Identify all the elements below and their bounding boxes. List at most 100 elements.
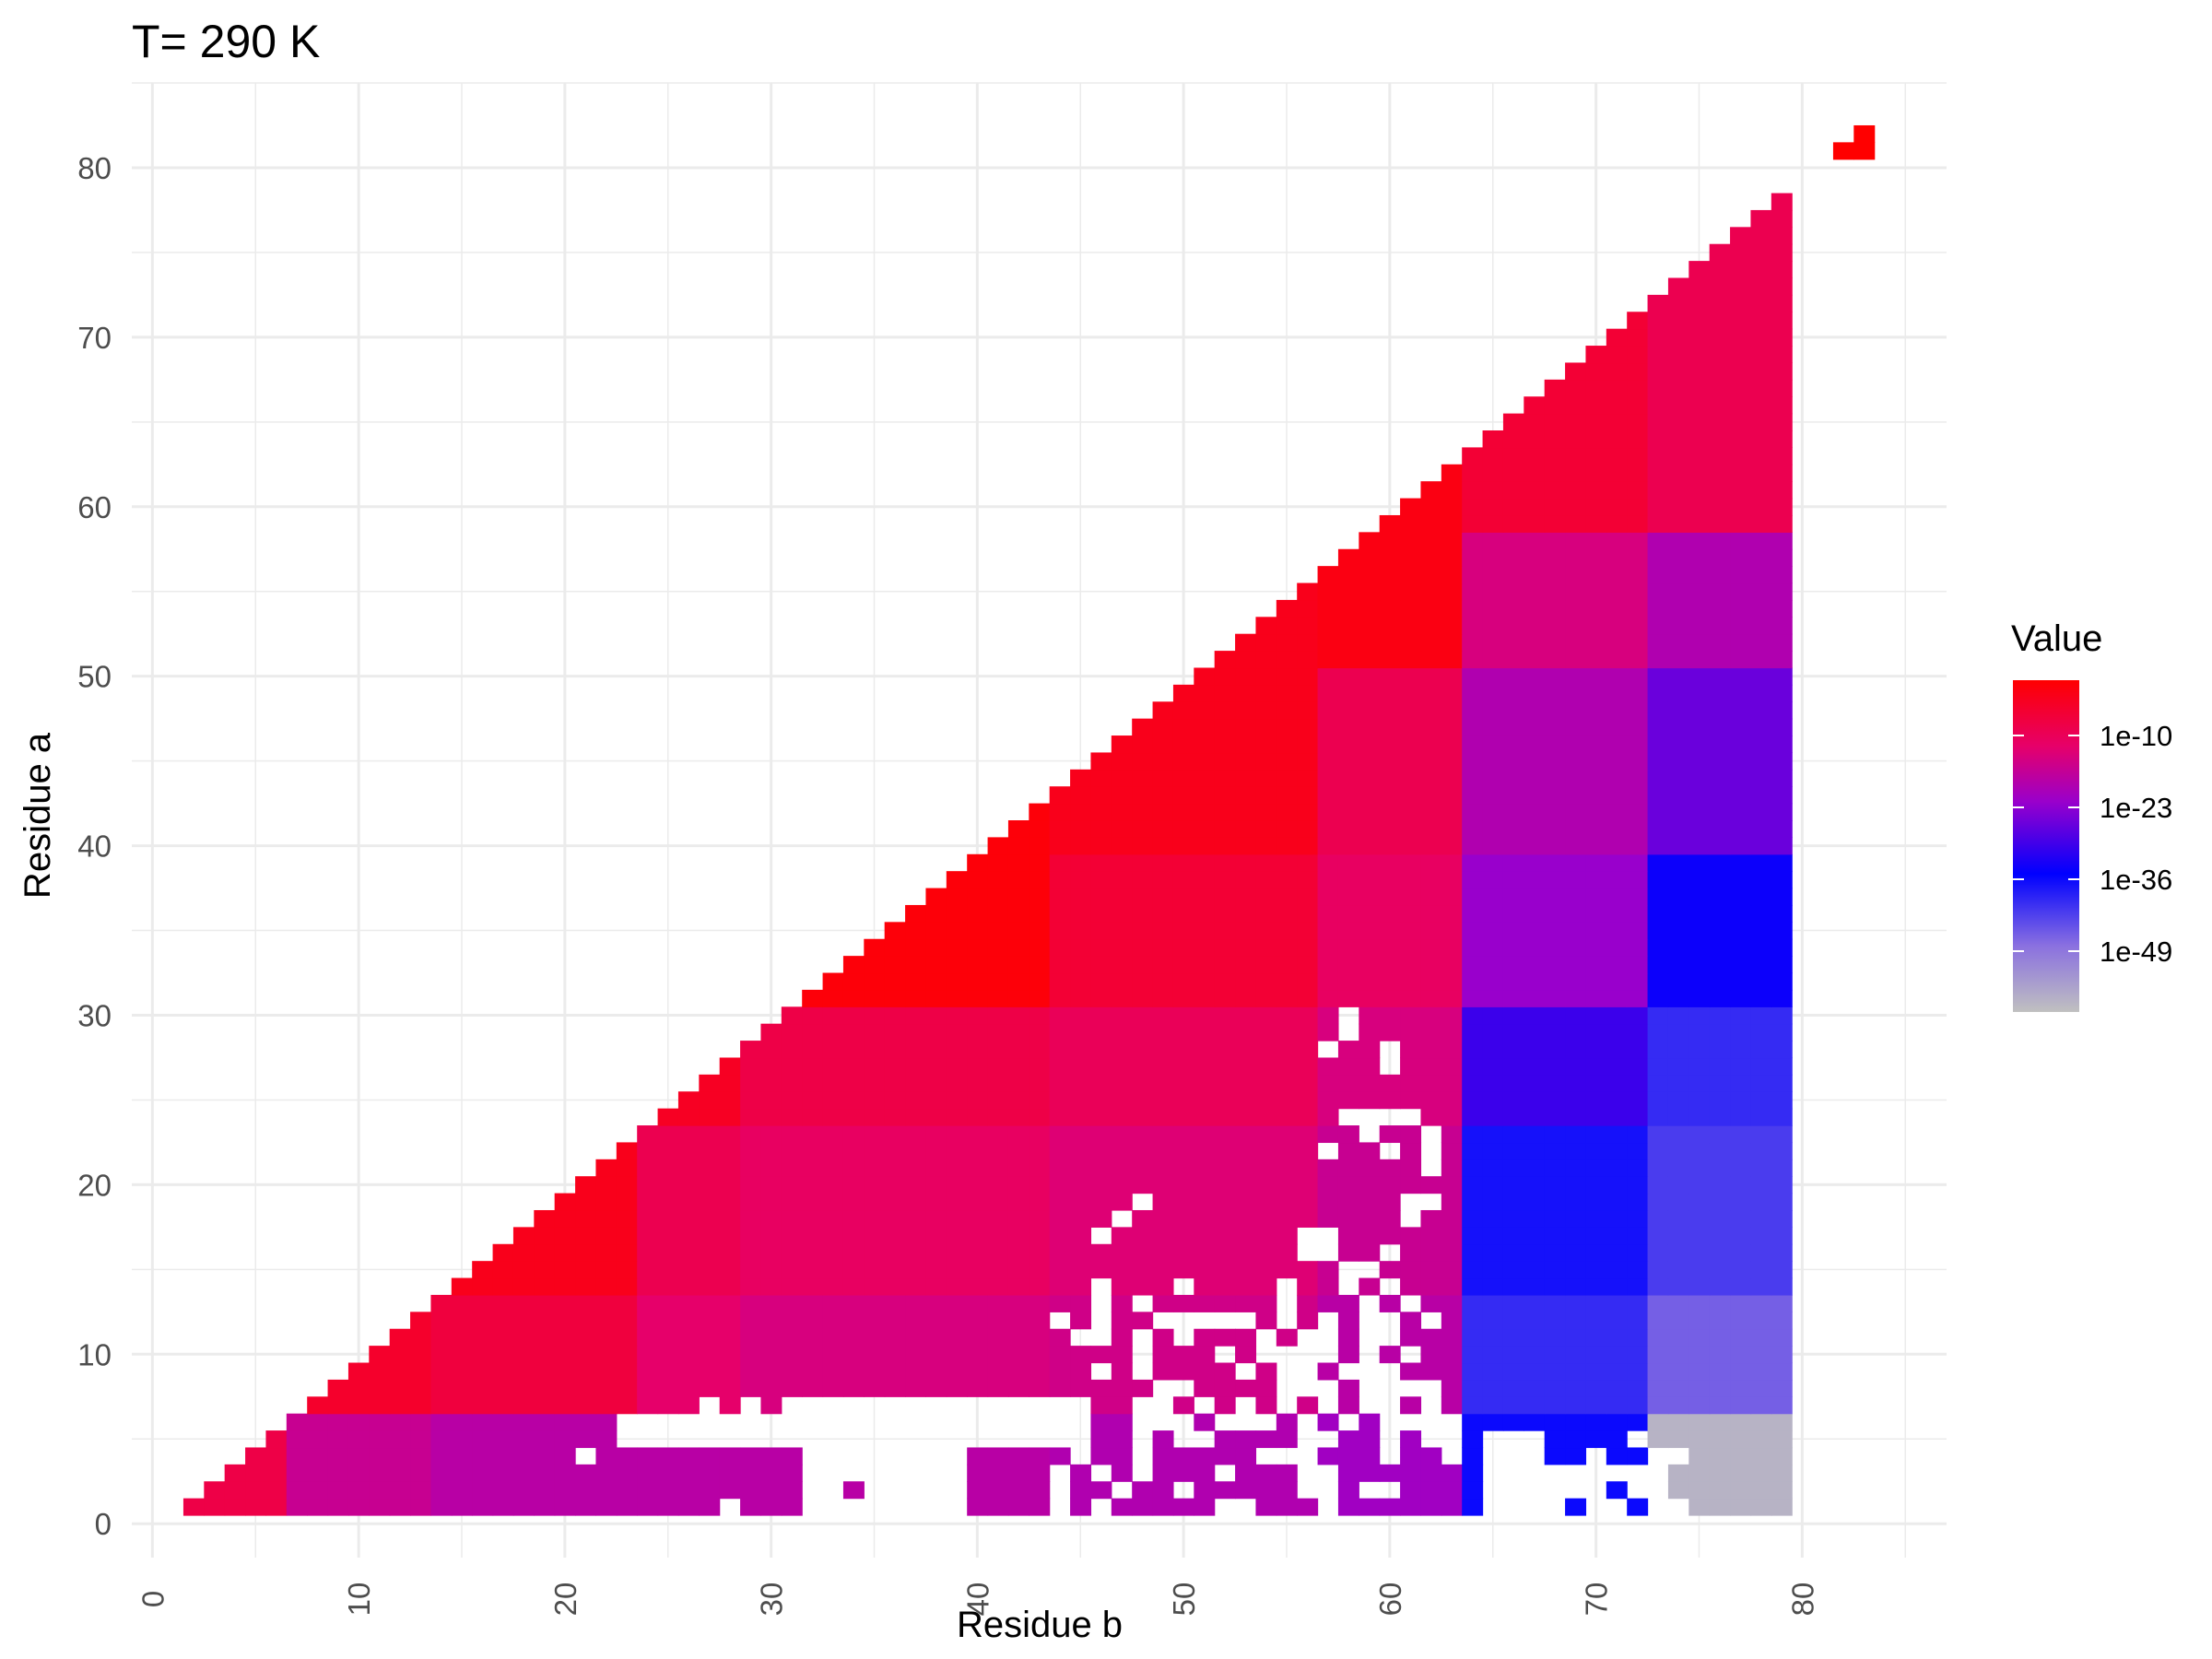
heatmap-cell xyxy=(1337,548,1359,567)
heatmap-cell xyxy=(1688,1312,1711,1330)
heatmap-cell xyxy=(1647,1362,1669,1381)
heatmap-cell xyxy=(1709,888,1731,906)
heatmap-cell xyxy=(1606,1396,1628,1415)
heatmap-cell xyxy=(1502,956,1524,974)
heatmap-cell xyxy=(1627,464,1649,482)
heatmap-cell xyxy=(1627,1261,1649,1279)
heatmap-cell xyxy=(699,1142,721,1160)
heatmap-cell xyxy=(864,989,886,1007)
heatmap-cell xyxy=(946,1108,968,1126)
heatmap-cell xyxy=(1276,1142,1298,1160)
y-tick-label: 60 xyxy=(77,490,112,524)
heatmap-cell xyxy=(1482,617,1504,635)
heatmap-cell xyxy=(1606,871,1628,889)
heatmap-cell xyxy=(1688,1243,1711,1262)
heatmap-cell xyxy=(760,1041,782,1059)
heatmap-cell xyxy=(740,1193,762,1211)
heatmap-cell xyxy=(534,1379,556,1397)
heatmap-cell xyxy=(1462,1193,1484,1211)
heatmap-cell xyxy=(1627,1057,1649,1076)
heatmap-cell xyxy=(925,1362,947,1381)
heatmap-cell xyxy=(1709,1091,1731,1110)
heatmap-cell xyxy=(554,1328,576,1347)
heatmap-cell xyxy=(1524,1074,1546,1092)
heatmap-cell xyxy=(1606,1346,1628,1364)
heatmap-cell xyxy=(1627,752,1649,771)
heatmap-cell xyxy=(1441,1464,1463,1482)
heatmap-cell xyxy=(1172,1294,1194,1312)
heatmap-cell xyxy=(1049,1057,1071,1076)
heatmap-cell xyxy=(781,1379,803,1397)
heatmap-cell xyxy=(1400,922,1422,940)
heatmap-cell xyxy=(1627,1312,1649,1330)
heatmap-cell xyxy=(740,1498,762,1516)
heatmap-cell xyxy=(1750,209,1772,228)
heatmap-cell xyxy=(1750,430,1772,449)
heatmap-cell xyxy=(1667,447,1689,465)
heatmap-cell xyxy=(1132,1091,1154,1110)
heatmap-cell xyxy=(1400,1041,1422,1059)
heatmap-cell xyxy=(1709,464,1731,482)
heatmap-cell xyxy=(1709,972,1731,991)
heatmap-cell xyxy=(1111,1328,1133,1347)
heatmap-cell xyxy=(1730,633,1752,652)
heatmap-cell xyxy=(1524,735,1546,754)
heatmap-cell xyxy=(1007,820,1030,838)
heatmap-cell xyxy=(842,1125,865,1144)
heatmap-cell xyxy=(802,1243,824,1262)
heatmap-cell xyxy=(1524,956,1546,974)
heatmap-cell xyxy=(1172,1447,1194,1465)
heatmap-cell xyxy=(987,1227,1009,1245)
heatmap-cell xyxy=(1359,1159,1381,1177)
heatmap-cell xyxy=(575,1261,597,1279)
heatmap-cell xyxy=(677,1243,700,1262)
heatmap-cell xyxy=(1482,447,1504,465)
heatmap-cell xyxy=(1730,1498,1752,1516)
heatmap-cell xyxy=(1667,1362,1689,1381)
heatmap-cell xyxy=(987,1125,1009,1144)
heatmap-cell xyxy=(946,1312,968,1330)
heatmap-cell xyxy=(1462,853,1484,872)
heatmap-cell xyxy=(1502,566,1524,584)
heatmap-cell xyxy=(1049,1041,1071,1059)
heatmap-cell xyxy=(1111,1277,1133,1296)
heatmap-cell xyxy=(1359,1277,1381,1296)
heatmap-cell xyxy=(1462,447,1484,465)
heatmap-cell xyxy=(512,1379,535,1397)
heatmap-cell xyxy=(1462,1125,1484,1144)
heatmap-cell xyxy=(1524,1193,1546,1211)
heatmap-cell xyxy=(1029,922,1051,940)
heatmap-cell xyxy=(1565,684,1587,702)
heatmap-cell xyxy=(822,1328,844,1347)
heatmap-cell xyxy=(1565,1328,1587,1347)
heatmap-cell xyxy=(1462,820,1484,838)
heatmap-cell xyxy=(740,1243,762,1262)
heatmap-cell xyxy=(1090,972,1112,991)
heatmap-cell xyxy=(1606,1294,1628,1312)
heatmap-cell xyxy=(1255,651,1277,669)
heatmap-cell xyxy=(1235,1193,1257,1211)
heatmap-cell xyxy=(967,1362,989,1381)
heatmap-cell xyxy=(1627,1142,1649,1160)
heatmap-cell xyxy=(1482,566,1504,584)
heatmap-cell xyxy=(1585,1142,1607,1160)
heatmap-cell xyxy=(1606,1176,1628,1194)
heatmap-cell xyxy=(616,1481,638,1500)
heatmap-cell xyxy=(1214,989,1236,1007)
heatmap-cell xyxy=(699,1346,721,1364)
heatmap-cell xyxy=(245,1481,267,1500)
heatmap-cell xyxy=(1565,972,1587,991)
heatmap-cell xyxy=(410,1430,432,1449)
heatmap-cell xyxy=(1502,684,1524,702)
heatmap-cell xyxy=(1544,752,1566,771)
heatmap-cell xyxy=(1007,1312,1030,1330)
heatmap-cell xyxy=(1647,633,1669,652)
heatmap-cell xyxy=(1667,752,1689,771)
heatmap-cell xyxy=(699,1209,721,1228)
heatmap-cell xyxy=(1709,498,1731,516)
heatmap-cell xyxy=(1235,1243,1257,1262)
heatmap-cell xyxy=(864,1176,886,1194)
heatmap-cell xyxy=(1730,769,1752,787)
heatmap-cell xyxy=(492,1277,514,1296)
heatmap-cell xyxy=(1276,718,1298,736)
